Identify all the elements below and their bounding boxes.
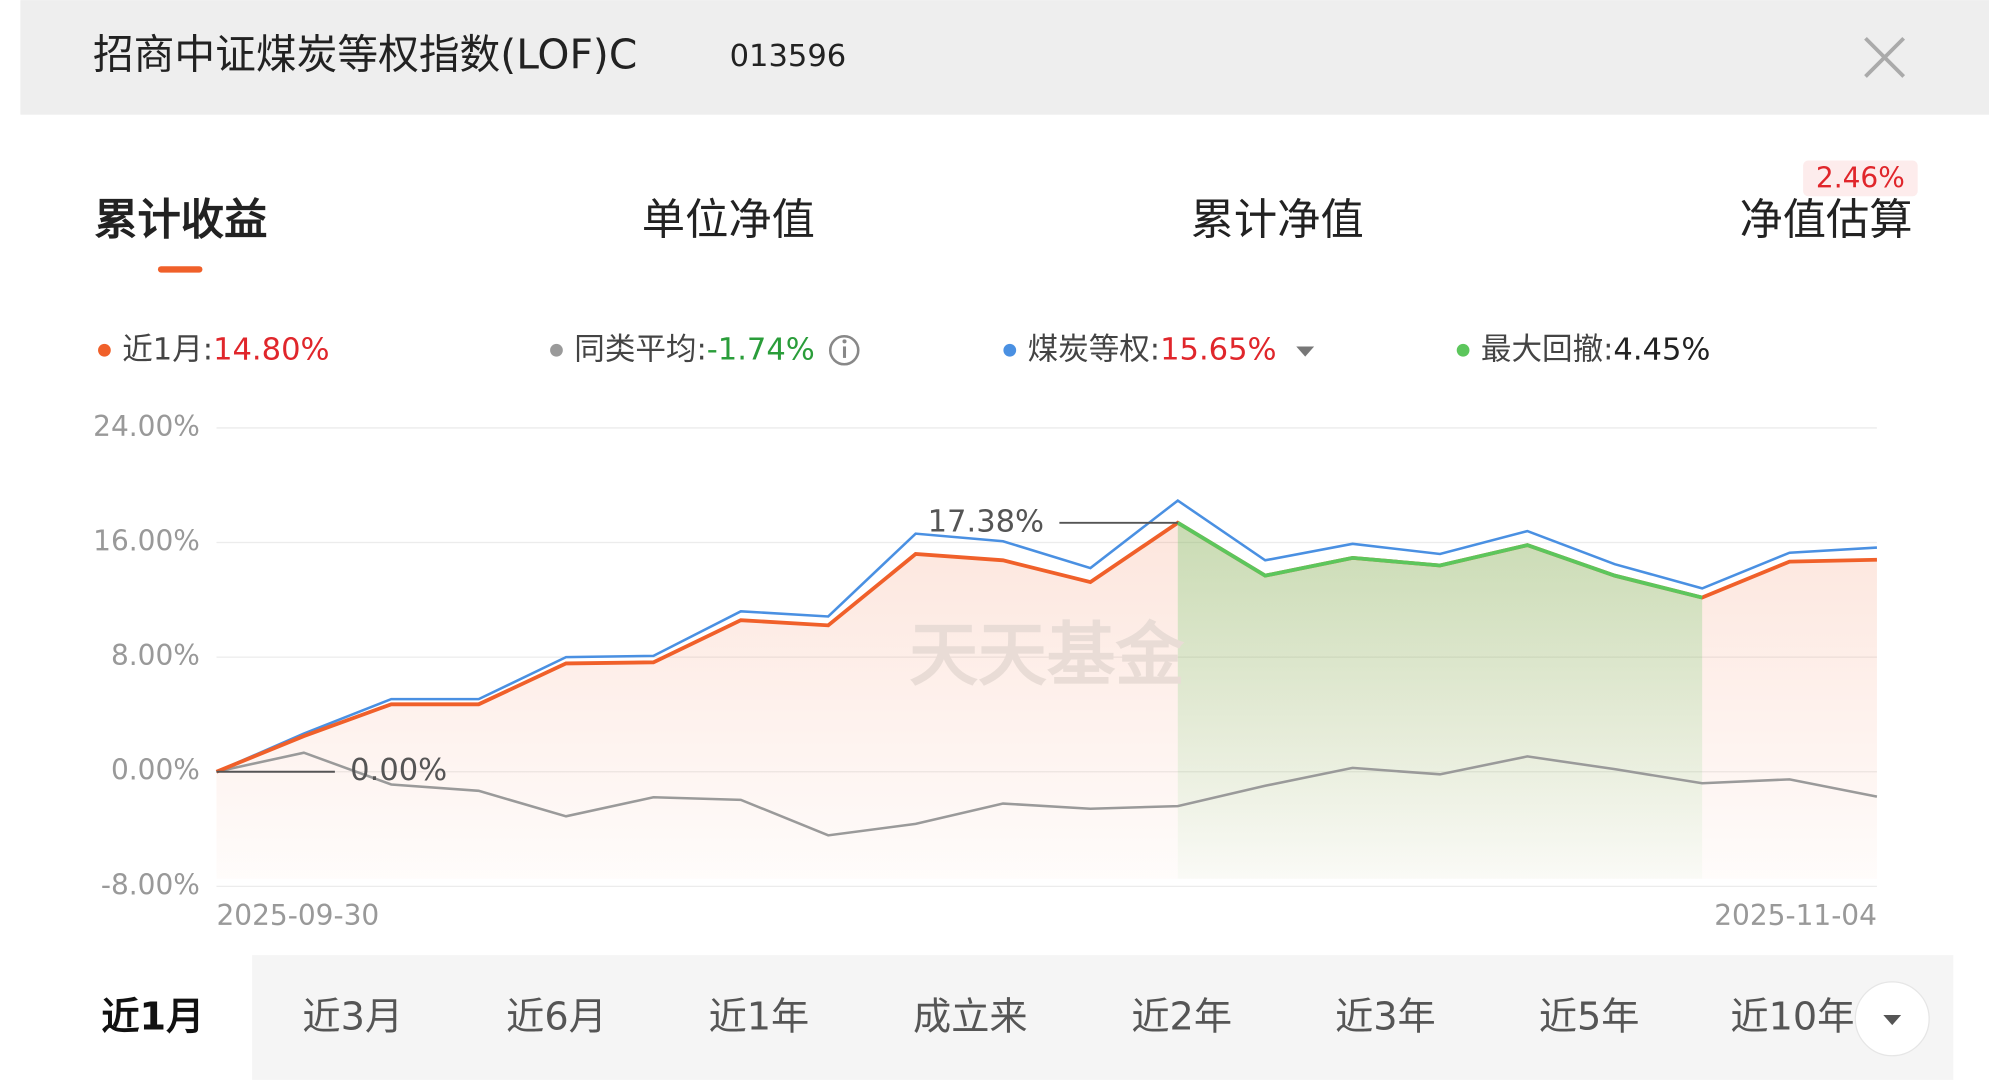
legend-value: 4.45% [1613, 332, 1710, 367]
annotation: 0.00% [350, 753, 447, 788]
legend-dot [1003, 343, 1017, 357]
tab[interactable]: 单位净值 [642, 195, 815, 245]
legend-item: 最大回撤:4.45% [1481, 332, 1711, 367]
legend-item: 煤炭等权:15.65% [1028, 332, 1277, 367]
y-tick-label: 0.00% [111, 754, 200, 787]
info-dot [842, 339, 847, 344]
legend-value: 14.80% [213, 332, 329, 367]
legend-label: 煤炭等权: [1028, 332, 1160, 367]
legend-item: 近1月:14.80% [122, 332, 329, 367]
tab[interactable]: 累计净值 [1191, 195, 1364, 245]
estimate-badge [1803, 160, 1918, 197]
annotation: 17.38% [928, 504, 1044, 539]
legend-label: 最大回撤: [1481, 332, 1613, 367]
estimate-value: 2.46% [1816, 162, 1905, 195]
period-option[interactable]: 近1年 [709, 995, 810, 1039]
tab-underline [157, 266, 203, 273]
fund-title: 招商中证煤炭等权指数(LOF)C [93, 30, 637, 78]
legend-label: 同类平均: [574, 332, 706, 367]
dropdown-arrow [1883, 1014, 1902, 1026]
info-i [842, 346, 847, 358]
watermark: 天天基金 [909, 616, 1184, 696]
series-line [215, 498, 1878, 773]
period-option[interactable]: 近10年 [1730, 995, 1855, 1039]
header-bar [20, 0, 1989, 115]
close-button[interactable] [1864, 36, 1906, 78]
tab[interactable]: 累计收益 [94, 195, 267, 245]
legend-value: -1.74% [707, 332, 815, 367]
period-option[interactable]: 近6月 [506, 995, 607, 1039]
y-tick-label: 24.00% [93, 410, 200, 443]
x-tick-label: 2025-09-30 [216, 899, 379, 932]
period-option[interactable]: 近1月 [101, 995, 204, 1039]
y-tick-label: 8.00% [111, 639, 200, 672]
legend-item: 同类平均:-1.74% [574, 332, 815, 367]
period-option[interactable]: 近2年 [1131, 995, 1232, 1039]
tab[interactable]: 净值估算 [1739, 195, 1912, 245]
x-tick-label: 2025-11-04 [1714, 899, 1877, 932]
period-option[interactable]: 成立来 [913, 995, 1028, 1039]
legend-dot [550, 343, 563, 357]
legend-value: 15.65% [1160, 332, 1276, 367]
info-icon[interactable] [828, 334, 860, 366]
series-line [216, 751, 1878, 837]
y-tick-label: 16.00% [93, 525, 200, 558]
period-bar [252, 955, 1954, 1080]
legend-dot [1456, 343, 1470, 357]
legend-label: 近1月: [122, 332, 213, 367]
series-dropdown[interactable] [1296, 346, 1315, 357]
y-tick-label: -8.00% [101, 868, 200, 901]
period-option[interactable]: 近3年 [1335, 995, 1436, 1039]
legend-dot [98, 343, 111, 357]
drawdown-fill [1177, 522, 1703, 879]
period-option[interactable]: 近3月 [302, 995, 403, 1039]
fund-code: 013596 [730, 39, 847, 74]
drawdown-line [1176, 521, 1703, 600]
period-option[interactable]: 近5年 [1539, 995, 1640, 1039]
